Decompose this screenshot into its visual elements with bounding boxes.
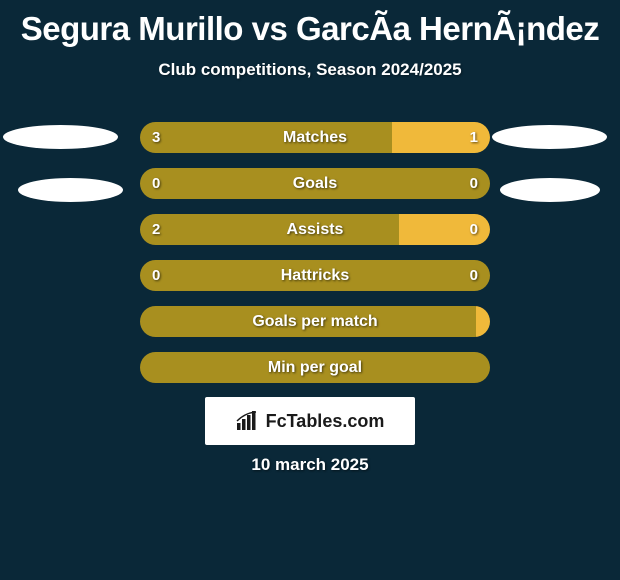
stat-bar-row: Goals per match: [140, 306, 490, 337]
stat-bar-empty: [140, 168, 490, 199]
stat-bar-left: [140, 306, 476, 337]
page-title: Segura Murillo vs GarcÃ­a HernÃ¡ndez: [0, 0, 620, 48]
stat-bar-left: [140, 122, 392, 153]
bar-chart-icon: [236, 410, 260, 432]
logo-badge: FcTables.com: [205, 397, 415, 445]
stat-bar-row: Goals00: [140, 168, 490, 199]
page-subtitle: Club competitions, Season 2024/2025: [0, 60, 620, 80]
decorative-ellipse: [3, 125, 118, 149]
stat-bar-row: Matches31: [140, 122, 490, 153]
decorative-ellipse: [500, 178, 600, 202]
stat-bar-right: [476, 306, 490, 337]
logo-text: FcTables.com: [266, 411, 385, 432]
stat-bar-row: Assists20: [140, 214, 490, 245]
stat-bar-row: Hattricks00: [140, 260, 490, 291]
stat-bar-row: Min per goal: [140, 352, 490, 383]
stat-bar-left: [140, 214, 399, 245]
stat-bar-right: [392, 122, 490, 153]
decorative-ellipse: [492, 125, 607, 149]
decorative-ellipse: [18, 178, 123, 202]
date-label: 10 march 2025: [0, 455, 620, 475]
stat-bar-empty: [140, 260, 490, 291]
stat-bar-right: [399, 214, 490, 245]
stat-bar-empty: [140, 352, 490, 383]
comparison-chart: Matches31 Goals00 Assists20 Hattricks00 Goal…: [140, 122, 490, 398]
